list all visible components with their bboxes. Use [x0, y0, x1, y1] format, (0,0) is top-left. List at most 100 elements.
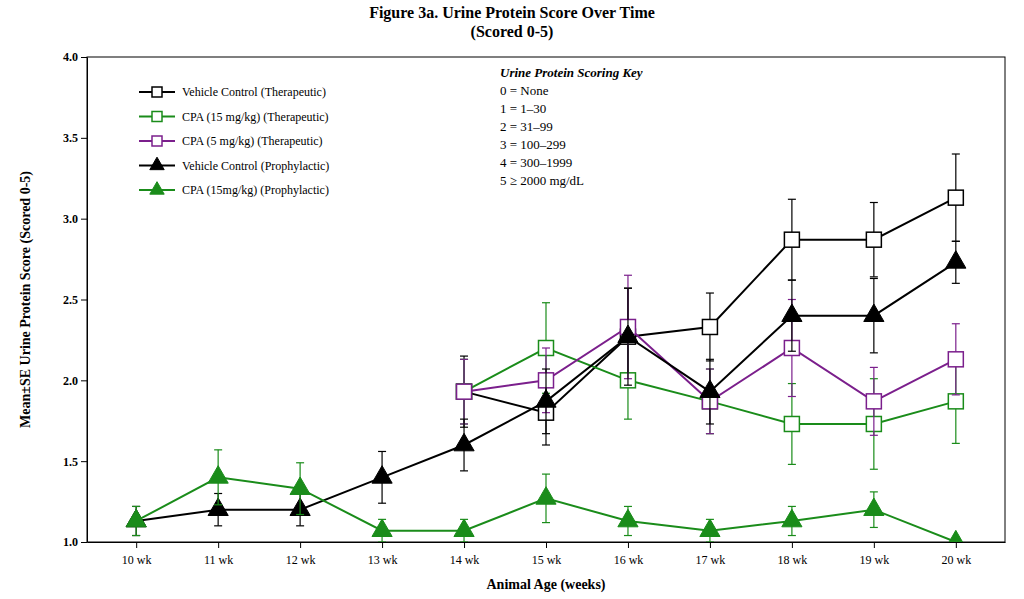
point	[948, 190, 963, 205]
error-bar-cap	[542, 302, 550, 303]
legend-label: Vehicle Control (Prophylactic)	[182, 159, 329, 173]
point	[948, 352, 963, 367]
x-tick-label: 16 wk	[614, 553, 644, 567]
error-bar-cap	[624, 385, 632, 386]
x-tick-label: 20 wk	[941, 553, 971, 567]
point	[782, 304, 802, 321]
error-bar-cap	[788, 464, 796, 465]
error-bar-cap	[706, 359, 714, 360]
legend-label: CPA (15mg/kg) (Prophylactic)	[182, 183, 329, 197]
point	[372, 466, 392, 483]
plot-marks	[126, 154, 966, 542]
x-tick-label: 11 wk	[204, 553, 233, 567]
x-tick-mark	[792, 542, 793, 548]
y-tick-mark	[81, 461, 87, 462]
error-bar-cap	[542, 474, 550, 475]
point	[290, 477, 310, 494]
point	[946, 251, 966, 268]
title: Figure 3a. Urine Protein Score Over Time	[369, 4, 655, 22]
error-bar-cap	[788, 506, 796, 507]
legend-item: CPA (15 mg/kg) (Therapeutic)	[139, 110, 329, 124]
y-tick: 4.0	[63, 50, 87, 64]
x-tick: 10 wk	[122, 542, 152, 567]
error-bar-cap	[624, 535, 632, 536]
x-tick-mark	[300, 542, 301, 548]
error-bar-cap	[952, 241, 960, 242]
annotation-line: 0 = None	[500, 83, 549, 98]
error-bar-cap	[296, 462, 304, 463]
error-bar-cap	[542, 433, 550, 434]
point	[784, 416, 799, 431]
error-bar-cap	[952, 443, 960, 444]
y-axis-line	[87, 58, 88, 543]
error-bar-cap	[788, 280, 796, 281]
error-bar-cap	[870, 491, 878, 492]
error-bar-cap	[706, 433, 714, 434]
x-tick: 11 wk	[204, 542, 233, 567]
point	[618, 509, 638, 526]
y-tick-mark	[81, 219, 87, 220]
y-tick-mark	[81, 300, 87, 301]
point	[866, 232, 881, 247]
point	[454, 519, 474, 536]
error-bar-cap	[952, 394, 960, 395]
error-bar-cap	[870, 435, 878, 436]
legend-label: CPA (15 mg/kg) (Therapeutic)	[182, 110, 329, 124]
error-bar-cap	[378, 503, 386, 504]
point	[700, 380, 720, 397]
x-tick-label: 19 wk	[860, 553, 890, 567]
x-tick: 14 wk	[450, 542, 480, 567]
legend-label: CPA (5 mg/kg) (Therapeutic)	[182, 134, 323, 148]
error-bar-cap	[624, 288, 632, 289]
error-bar-cap	[952, 283, 960, 284]
x-tick-mark	[382, 542, 383, 548]
annotation-line: 4 = 300–1999	[500, 155, 572, 170]
error-bar-cap	[378, 451, 386, 452]
series	[126, 450, 966, 542]
x-tick: 16 wk	[614, 542, 644, 567]
legend: Vehicle Control (Therapeutic) CPA (15 mg/…	[139, 85, 329, 197]
point	[372, 519, 392, 536]
annotation-line: 5 ≥ 2000 mg/dL	[500, 173, 584, 188]
error-bar-cap	[952, 323, 960, 324]
point	[618, 325, 638, 342]
error-bar-cap	[378, 541, 386, 542]
x-tick-mark	[628, 542, 629, 548]
series	[457, 275, 964, 435]
error-bar-cap	[542, 368, 550, 369]
error-bar-cap	[214, 504, 222, 505]
x-tick-mark	[874, 542, 875, 548]
point	[457, 384, 472, 399]
y-tick-mark	[81, 542, 87, 543]
annotation-line: 1 = 1–30	[500, 101, 546, 116]
error-bar-cap	[624, 506, 632, 507]
point	[536, 390, 556, 407]
error-bar-cap	[542, 522, 550, 523]
annotation-title: Urine Protein Scoring Key	[500, 65, 643, 80]
y-axis: 1.01.52.02.53.03.54.0	[63, 50, 88, 549]
y-tick-mark	[81, 380, 87, 381]
x-tick-mark	[546, 542, 547, 548]
error-bar-cap	[296, 514, 304, 515]
legend-marker	[150, 182, 164, 194]
error-bar-cap	[788, 199, 796, 200]
point	[126, 509, 146, 526]
y-tick-mark	[81, 138, 87, 139]
x-axis-title: Animal Age (weeks)	[487, 577, 606, 593]
point	[864, 498, 884, 515]
x-tick-mark	[464, 542, 465, 548]
point	[454, 433, 474, 450]
y-tick-label: 3.5	[63, 131, 78, 145]
error-bar-cap	[788, 351, 796, 352]
x-axis: 10 wk11 wk12 wk13 wk14 wk15 wk16 wk17 wk…	[88, 542, 1006, 567]
point	[864, 304, 884, 321]
legend-marker	[152, 112, 162, 122]
legend-item: Vehicle Control (Therapeutic)	[139, 85, 326, 99]
point	[866, 394, 881, 409]
error-bar-cap	[460, 359, 468, 360]
x-tick: 15 wk	[532, 542, 562, 567]
x-tick-label: 18 wk	[778, 553, 808, 567]
error-bar-cap	[788, 535, 796, 536]
error-bar-cap	[542, 347, 550, 348]
error-bar-cap	[870, 527, 878, 528]
